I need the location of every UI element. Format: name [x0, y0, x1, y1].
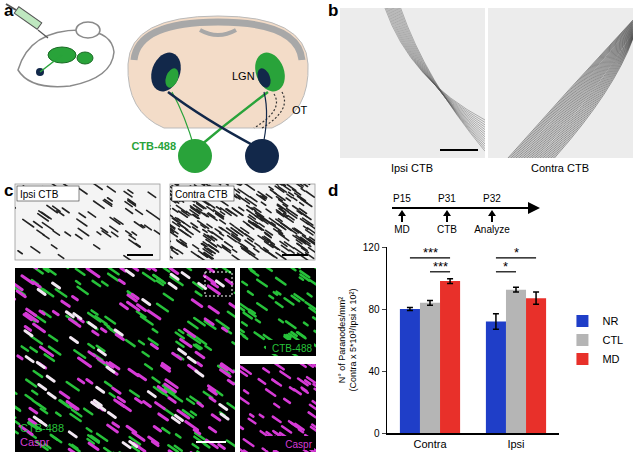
- svg-text:80: 80: [368, 304, 380, 315]
- svg-text:MD: MD: [394, 224, 410, 235]
- svg-text:OT: OT: [292, 104, 308, 116]
- svg-text:N° of Paranodes/mm²(Contra x 5: N° of Paranodes/mm²(Contra x 5*10³/Ipsi …: [337, 288, 359, 391]
- svg-text:LGN: LGN: [232, 70, 255, 82]
- svg-text:d: d: [328, 181, 338, 200]
- svg-text:Ipsi CTB: Ipsi CTB: [20, 189, 59, 200]
- svg-text:Caspr: Caspr: [285, 439, 312, 450]
- svg-text:*: *: [514, 245, 519, 260]
- svg-text:CTB-488: CTB-488: [131, 140, 176, 152]
- svg-text:NR: NR: [602, 315, 618, 327]
- svg-text:Analyze: Analyze: [474, 224, 510, 235]
- svg-text:CTB-488: CTB-488: [272, 343, 312, 354]
- svg-text:***: ***: [423, 245, 438, 260]
- svg-text:Contra: Contra: [413, 438, 447, 450]
- svg-text:CTB: CTB: [437, 224, 457, 235]
- svg-text:Ipsi CTB: Ipsi CTB: [391, 162, 433, 174]
- svg-text:a: a: [4, 1, 14, 20]
- svg-text:c: c: [4, 181, 13, 200]
- svg-text:40: 40: [368, 366, 380, 377]
- svg-text:Contra CTB: Contra CTB: [531, 162, 589, 174]
- svg-text:Caspr: Caspr: [20, 436, 50, 448]
- svg-text:***: ***: [433, 259, 448, 274]
- svg-text:P32: P32: [483, 193, 501, 204]
- svg-text:MD: MD: [602, 353, 619, 365]
- svg-text:P15: P15: [393, 193, 411, 204]
- svg-text:Ipsi: Ipsi: [507, 438, 524, 450]
- svg-text:P31: P31: [438, 193, 456, 204]
- svg-text:120: 120: [363, 242, 380, 253]
- svg-text:CTL: CTL: [602, 334, 623, 346]
- svg-text:b: b: [328, 1, 338, 20]
- svg-text:*: *: [503, 259, 508, 274]
- svg-text:0: 0: [374, 428, 380, 439]
- svg-text:CTB-488: CTB-488: [20, 422, 64, 434]
- svg-text:Contra CTB: Contra CTB: [175, 189, 228, 200]
